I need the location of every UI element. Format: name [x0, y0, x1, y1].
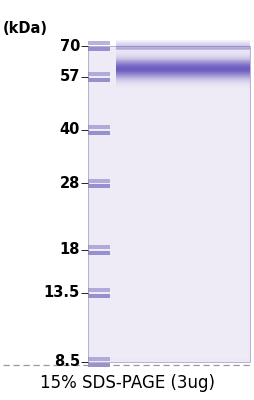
Bar [116, 58, 250, 59]
Text: 70: 70 [60, 38, 80, 54]
Bar [116, 43, 250, 44]
Bar [88, 245, 110, 249]
Bar [116, 62, 250, 63]
Bar [116, 85, 250, 86]
Bar [88, 131, 110, 135]
Bar [88, 72, 110, 76]
Bar [116, 48, 250, 49]
Bar [116, 41, 250, 42]
Bar [116, 71, 250, 72]
Bar [88, 294, 110, 298]
Text: 13.5: 13.5 [44, 285, 80, 300]
Bar [116, 44, 250, 45]
Bar [116, 65, 250, 66]
Bar [88, 78, 110, 82]
Bar [116, 66, 250, 67]
Bar [116, 45, 250, 46]
Bar [116, 52, 250, 53]
Bar [88, 179, 110, 183]
Bar [116, 82, 250, 83]
Bar [116, 81, 250, 82]
Bar [116, 78, 250, 79]
Bar [116, 63, 250, 64]
Text: 8.5: 8.5 [54, 354, 80, 370]
Bar [116, 41, 250, 42]
Bar [88, 288, 110, 292]
Bar [116, 39, 250, 40]
Bar [90, 50, 248, 358]
Bar [116, 80, 250, 81]
Bar [116, 46, 250, 48]
Text: 18: 18 [59, 242, 80, 257]
Bar [116, 40, 250, 41]
Bar [88, 47, 110, 51]
Text: 15% SDS-PAGE (3ug): 15% SDS-PAGE (3ug) [40, 374, 214, 392]
Bar [116, 47, 250, 48]
Bar [88, 46, 250, 362]
Bar [116, 75, 250, 76]
Bar [116, 83, 250, 84]
Bar [116, 40, 250, 41]
Text: 28: 28 [60, 176, 80, 191]
Bar [116, 84, 250, 85]
Bar [116, 70, 250, 71]
Bar [116, 42, 250, 43]
Bar [116, 60, 250, 61]
Bar [88, 46, 250, 362]
Bar [116, 68, 250, 69]
Bar [116, 53, 250, 54]
Bar [116, 46, 250, 47]
Bar [116, 55, 250, 56]
Bar [116, 45, 250, 46]
Bar [116, 61, 250, 62]
Bar [116, 57, 250, 58]
Bar [116, 74, 250, 75]
Text: (kDa): (kDa) [3, 21, 47, 36]
Bar [116, 87, 250, 88]
Bar [88, 41, 110, 45]
Bar [116, 67, 250, 68]
Bar [116, 64, 250, 65]
Bar [88, 125, 110, 129]
Bar [88, 184, 110, 188]
Bar [116, 48, 250, 49]
Bar [116, 56, 250, 57]
Bar [88, 357, 110, 361]
Bar [116, 76, 250, 77]
Bar [116, 49, 250, 50]
Bar [116, 54, 250, 55]
Bar [88, 363, 110, 367]
Bar [116, 42, 250, 43]
Bar [116, 72, 250, 73]
Bar [116, 79, 250, 80]
Bar [116, 59, 250, 60]
Bar [116, 86, 250, 87]
Bar [116, 44, 250, 46]
Bar [116, 50, 250, 51]
Bar [116, 51, 250, 52]
Text: 57: 57 [60, 69, 80, 84]
Bar [116, 48, 250, 50]
Bar [116, 47, 250, 48]
Bar [116, 69, 250, 70]
Bar [88, 251, 110, 254]
Bar [116, 77, 250, 78]
Bar [116, 43, 250, 44]
Bar [116, 44, 250, 45]
Bar [116, 40, 250, 42]
Bar [116, 73, 250, 74]
Bar [116, 46, 250, 47]
Text: 40: 40 [60, 122, 80, 137]
Bar [116, 42, 250, 44]
